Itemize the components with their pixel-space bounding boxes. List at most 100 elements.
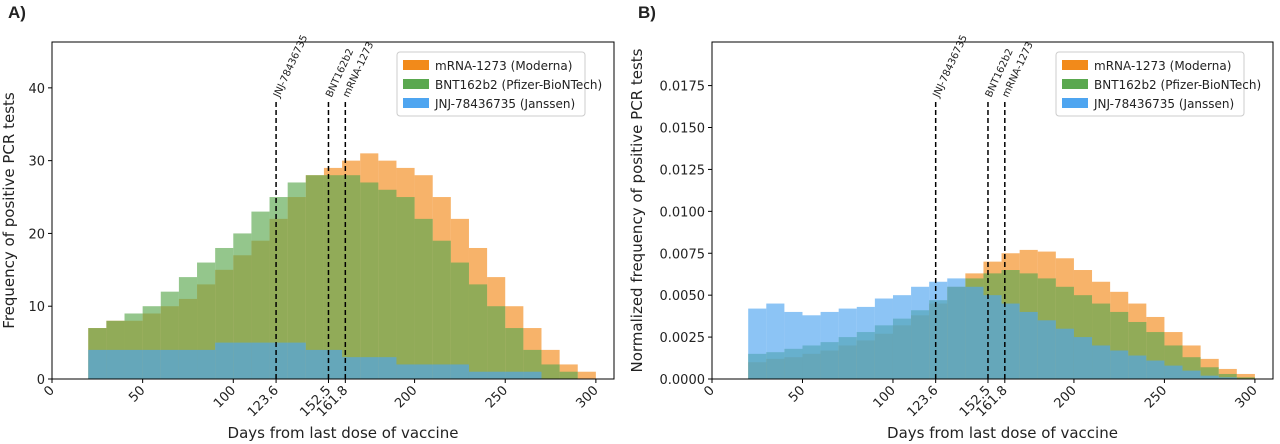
y-tick-label: 30	[28, 155, 45, 170]
bar	[1200, 367, 1219, 379]
bar	[577, 371, 596, 379]
bar	[360, 357, 379, 379]
bar	[802, 315, 821, 379]
bar	[965, 286, 984, 379]
bar	[233, 342, 252, 379]
bar	[505, 328, 524, 379]
x-axis-label: Days from last dose of vaccine	[887, 424, 1118, 442]
bar	[106, 349, 125, 379]
bar	[1164, 365, 1183, 379]
bar	[88, 349, 107, 379]
bar	[124, 349, 143, 379]
y-tick-label: 0.0075	[660, 247, 706, 262]
legend-swatch	[1062, 98, 1088, 108]
plot-frame	[711, 41, 1274, 380]
bar	[766, 303, 785, 379]
bar	[450, 364, 469, 379]
bar	[947, 278, 966, 379]
bar	[305, 349, 324, 379]
y-tick-label: 10	[28, 300, 45, 315]
bar	[1001, 303, 1020, 379]
x-tick-label: 123.6	[905, 383, 942, 420]
bar	[487, 306, 506, 379]
legend-swatch	[403, 79, 429, 89]
bar	[1073, 337, 1093, 379]
annotation-label: JNJ-78436735	[931, 33, 970, 100]
y-tick-label: 0.0125	[660, 163, 706, 178]
x-tick-label: 50	[126, 383, 148, 405]
legend-label: JNJ-78436735 (Janssen)	[434, 97, 575, 111]
bar	[251, 342, 270, 379]
bar	[414, 364, 433, 379]
x-tick-label: 250	[1142, 383, 1170, 411]
y-tick-label: 40	[28, 82, 45, 97]
x-tick-label: 100	[211, 383, 239, 411]
bar	[342, 175, 361, 379]
bar	[1055, 328, 1074, 379]
x-tick-label: 50	[786, 383, 808, 405]
bar	[414, 218, 433, 379]
x-tick-label: 300	[574, 383, 602, 411]
y-tick-label: 0.0150	[660, 122, 706, 137]
bar	[1037, 320, 1056, 379]
bar	[396, 197, 415, 379]
bar	[838, 308, 857, 379]
bar	[269, 342, 288, 379]
legend-swatch	[1062, 60, 1088, 70]
y-axis-label: Frequency of positive PCR tests	[0, 92, 18, 329]
legend-label: BNT162b2 (Pfizer-BioNTech)	[1094, 78, 1261, 92]
bar	[1110, 350, 1129, 379]
bar	[142, 349, 161, 379]
bar	[251, 211, 270, 379]
bar	[432, 364, 451, 379]
bar	[487, 371, 506, 379]
bar	[1200, 375, 1219, 379]
bar	[396, 364, 415, 379]
legend-label: BNT162b2 (Pfizer-BioNTech)	[435, 78, 602, 92]
x-tick-label: 123.6	[245, 383, 282, 420]
bar	[305, 175, 324, 379]
y-tick-label: 0.0025	[660, 331, 706, 346]
bar	[360, 182, 379, 379]
bar	[911, 286, 930, 379]
bar	[983, 295, 1002, 379]
bar	[1218, 373, 1237, 379]
x-tick-label: 300	[1233, 383, 1261, 411]
bar	[378, 357, 397, 379]
x-tick-label: 250	[483, 383, 511, 411]
bar	[215, 342, 234, 379]
bar	[287, 342, 306, 379]
x-tick-label: 0	[701, 383, 717, 399]
bar	[323, 175, 343, 379]
bar	[269, 197, 288, 379]
bar	[820, 311, 839, 379]
bar	[1128, 355, 1147, 379]
legend-box	[1055, 51, 1245, 117]
bar	[856, 306, 875, 379]
bar	[523, 371, 542, 379]
bar	[1092, 345, 1111, 379]
bar	[505, 371, 524, 379]
bar	[874, 298, 893, 379]
y-tick-label: 0.0100	[660, 205, 706, 220]
x-axis-label: Days from last dose of vaccine	[228, 424, 459, 442]
bar	[784, 311, 803, 379]
bar	[178, 349, 198, 379]
x-tick-label: 0	[41, 383, 57, 399]
legend-label: mRNA-1273 (Moderna)	[435, 59, 572, 73]
bar	[892, 295, 912, 379]
bar	[1236, 373, 1255, 379]
panel-title: A)	[8, 3, 26, 22]
plot-frame	[51, 41, 615, 380]
bar	[1218, 377, 1237, 379]
bar	[287, 182, 306, 379]
panel-title: B)	[638, 3, 656, 22]
bar	[468, 284, 488, 379]
legend-label: JNJ-78436735 (Janssen)	[1093, 97, 1234, 111]
bar	[323, 349, 343, 379]
y-axis-label: Normalized frequency of positive PCR tes…	[628, 48, 646, 372]
legend-label: mRNA-1273 (Moderna)	[1094, 59, 1231, 73]
bar	[432, 240, 451, 379]
bar	[468, 371, 488, 379]
